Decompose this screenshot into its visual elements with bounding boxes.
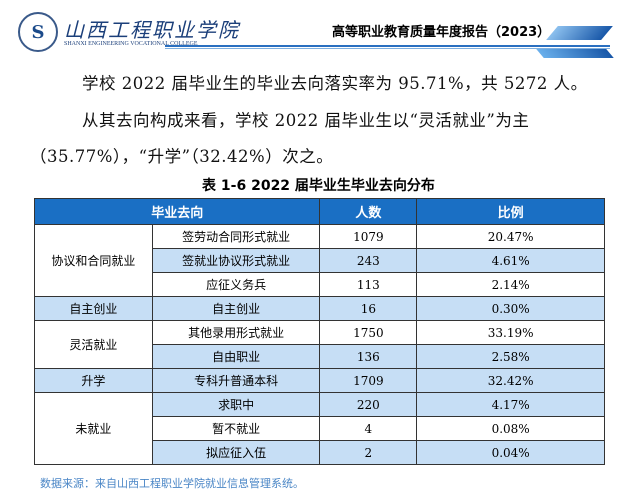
table-row: 灵活就业 其他录用形式就业 1750 33.19% <box>34 320 605 369</box>
table-row: 未就业 求职中 220 4.17% <box>34 392 605 465</box>
count-cell: 136 <box>319 344 418 369</box>
item-cell: 应征义务兵 <box>151 272 321 297</box>
count-cell: 220 <box>319 392 418 417</box>
count-cell: 1750 <box>319 320 418 345</box>
ratio-cell: 2.14% <box>416 272 605 297</box>
header-ratio: 比例 <box>416 198 605 225</box>
header-decoration <box>546 26 613 40</box>
ratio-cell: 32.42% <box>416 368 605 393</box>
ratio-cell: 0.30% <box>416 296 605 321</box>
ratio-cell: 4.17% <box>416 392 605 417</box>
item-cell: 自主创业 <box>151 296 321 321</box>
ratio-cell: 4.61% <box>416 248 605 273</box>
school-logo: S <box>18 12 58 52</box>
paragraph-line: 学校 2022 届毕业生的毕业去向落实率为 95.71%，共 5272 人。 <box>82 74 588 93</box>
item-cell: 其他录用形式就业 <box>151 320 321 345</box>
group-cell: 未就业 <box>34 392 153 465</box>
header-rule <box>165 45 610 47</box>
count-cell: 1079 <box>319 224 418 249</box>
count-cell: 4 <box>319 416 418 441</box>
item-cell: 暂不就业 <box>151 416 321 441</box>
table-row: 升学 专科升普通本科 1709 32.42% <box>34 368 605 393</box>
paragraph-line: （35.77%），“升学”（32.42%）次之。 <box>30 147 334 166</box>
table-caption: 表 1-6 2022 届毕业生毕业去向分布 <box>202 178 435 194</box>
ratio-cell: 20.47% <box>416 224 605 249</box>
count-cell: 243 <box>319 248 418 273</box>
table-row: 自主创业 自主创业 16 0.30% <box>34 296 605 321</box>
table-row: 协议和合同就业 签劳动合同形式就业 1079 20.47% <box>34 224 605 297</box>
header-decoration-lower <box>536 49 614 58</box>
item-cell: 求职中 <box>151 392 321 417</box>
school-name: 山西工程职业学院 <box>64 18 240 42</box>
header-rule-thin <box>165 48 610 49</box>
group-cell: 自主创业 <box>34 296 153 321</box>
table-header-row: 毕业去向 人数 比例 <box>33 198 605 225</box>
group-cell: 升学 <box>34 368 153 393</box>
school-name-en: SHANXI ENGINEERING VOCATIONAL COLLEGE <box>64 41 198 47</box>
ratio-cell: 33.19% <box>416 320 605 345</box>
count-cell: 113 <box>319 272 418 297</box>
item-cell: 签劳动合同形式就业 <box>151 224 321 249</box>
report-title: 高等职业教育质量年度报告（2023） <box>332 25 551 40</box>
table-row: 暂不就业 4 0.08% <box>35 416 605 441</box>
paragraph-line: 从其去向构成来看，学校 2022 届毕业生以“灵活就业”为主 <box>82 111 530 130</box>
group-cell: 协议和合同就业 <box>34 224 153 297</box>
item-cell: 专科升普通本科 <box>151 368 321 393</box>
table-row: 应征义务兵 113 2.14% <box>35 272 605 297</box>
count-cell: 1709 <box>319 368 418 393</box>
item-cell: 签就业协议形式就业 <box>151 248 321 273</box>
count-cell: 16 <box>319 296 418 321</box>
destination-table: 毕业去向 人数 比例 协议和合同就业 签劳动合同形式就业 1079 20.47% 签就… <box>33 198 605 465</box>
header-count: 人数 <box>319 198 418 225</box>
header-destination: 毕业去向 <box>33 198 321 225</box>
data-source-note: 数据来源：来自山西工程职业学院就业信息管理系统。 <box>40 477 304 490</box>
ratio-cell: 0.08% <box>416 416 605 441</box>
ratio-cell: 0.04% <box>416 440 605 465</box>
group-cell: 灵活就业 <box>34 320 153 369</box>
item-cell: 拟应征入伍 <box>151 440 321 465</box>
count-cell: 2 <box>319 440 418 465</box>
item-cell: 自由职业 <box>151 344 321 369</box>
ratio-cell: 2.58% <box>416 344 605 369</box>
